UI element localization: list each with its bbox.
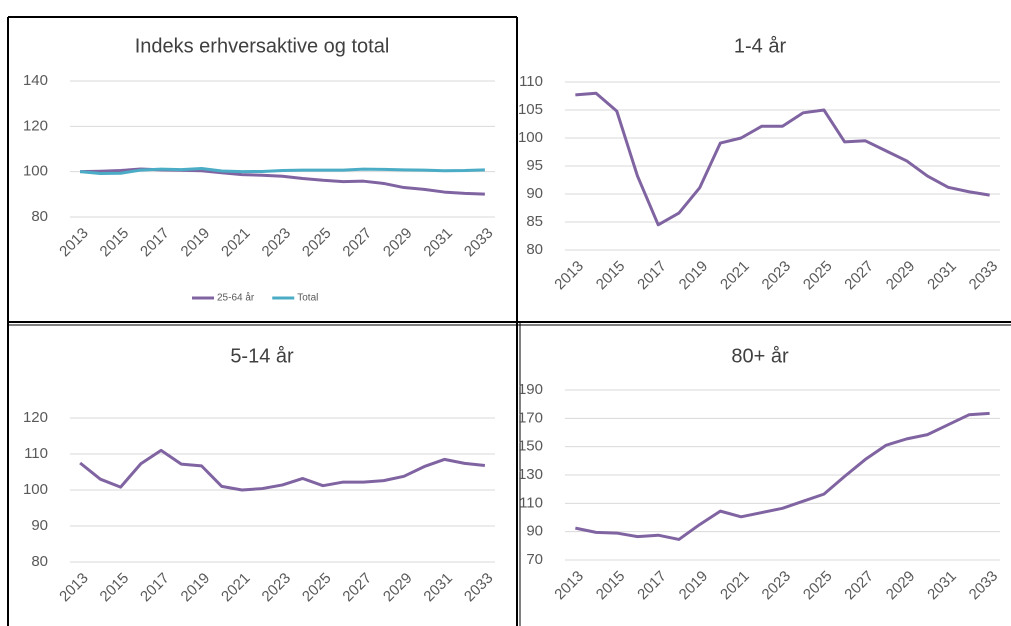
y-tick-label: 80: [526, 241, 543, 258]
y-tick-label: 80: [31, 553, 48, 570]
legend-label: Total: [297, 293, 318, 304]
y-tick-label: 100: [23, 481, 48, 498]
legend-label: 25-64 år: [217, 292, 255, 304]
y-tick-label: 100: [23, 163, 48, 180]
y-tick-label: 130: [518, 466, 543, 483]
line: [79, 166, 485, 175]
y-tick-label: 95: [526, 157, 543, 174]
y-tick-label: 120: [23, 409, 48, 426]
chart-title: 1-4 år: [734, 35, 787, 57]
y-tick-label: 80: [31, 208, 48, 225]
line: [79, 448, 486, 492]
line: [575, 91, 990, 227]
y-tick-label: 90: [526, 523, 543, 540]
y-tick-label: 120: [23, 117, 48, 134]
chart-title: 5-14 år: [230, 345, 294, 367]
y-tick-label: 110: [24, 445, 48, 462]
y-tick-label: 85: [526, 213, 543, 230]
line: [575, 411, 990, 541]
y-tick-label: 70: [526, 551, 543, 568]
y-tick-label: 110: [519, 73, 543, 90]
y-tick-label: 105: [518, 101, 543, 118]
y-tick-label: 90: [31, 517, 48, 534]
y-tick-label: 170: [518, 409, 543, 426]
y-tick-label: 100: [518, 129, 543, 146]
y-tick-label: 140: [23, 72, 48, 89]
y-tick-label: 190: [518, 381, 543, 398]
chart-title: 80+ år: [731, 345, 789, 367]
y-tick-label: 90: [526, 185, 543, 202]
y-tick-label: 110: [519, 494, 543, 511]
y-tick-label: 150: [518, 438, 543, 455]
chart-title: Indeks erhversaktive og total: [135, 35, 390, 57]
